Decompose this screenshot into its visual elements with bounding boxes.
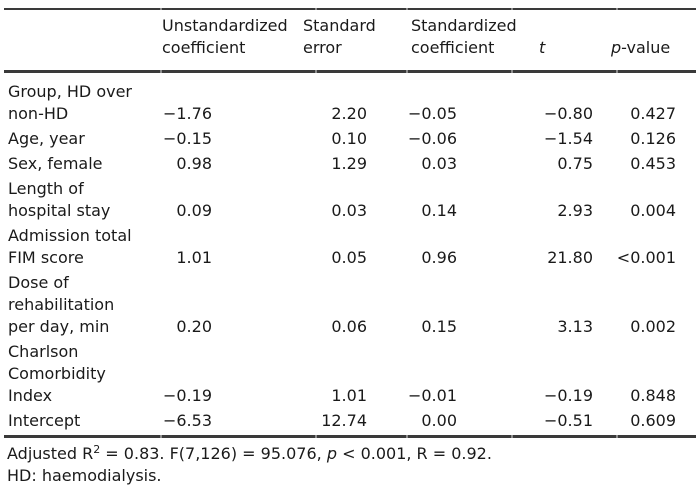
col-header-unstandardized-coefficient: Unstandardized coefficient <box>160 15 288 59</box>
unstandardized-coefficient-value: −1.76 <box>162 104 212 123</box>
header-separator-rule <box>4 70 696 73</box>
standardized-coefficient-value: 0.96 <box>421 248 457 267</box>
row-label: Age, year <box>8 129 85 148</box>
standardized-coefficient-value: −0.06 <box>407 129 457 148</box>
header-line: Standard <box>303 16 376 35</box>
standard-error-value: 12.74 <box>321 411 367 430</box>
table-row: Intercept −6.53 12.74 0.00 −0.51 0.609 <box>4 410 696 432</box>
regression-table: Unstandardized coefficient Standard erro… <box>4 8 696 487</box>
footnote-text: < 0.001, R = 0.92. <box>336 444 492 463</box>
standardized-coefficient-value: −0.05 <box>407 104 457 123</box>
unstandardized-coefficient-value: 0.09 <box>176 201 212 220</box>
table-row: Length of hospital stay 0.09 0.03 0.14 2… <box>4 178 696 222</box>
table-top-rule <box>4 8 696 10</box>
table-row: Admission total FIM score 1.01 0.05 0.96… <box>4 225 696 269</box>
row-label: Charlson Comorbidity Index <box>8 342 106 405</box>
standard-error-value: 0.10 <box>331 129 367 148</box>
header-line: coefficient <box>411 38 495 57</box>
p-value: 0.002 <box>630 317 676 336</box>
standard-error-value: 1.01 <box>331 386 367 405</box>
table-row: Group, HD over non-HD −1.76 2.20 −0.05 −… <box>4 81 696 125</box>
standard-error-value: 0.05 <box>331 248 367 267</box>
footnote-text: = 0.83. F(7,126) = 95.076, <box>100 444 327 463</box>
unstandardized-coefficient-value: 0.20 <box>176 317 212 336</box>
unstandardized-coefficient-value: −6.53 <box>162 411 212 430</box>
table-bottom-rule <box>4 435 696 438</box>
table-row: Charlson Comorbidity Index −0.19 1.01 −0… <box>4 341 696 407</box>
table-header-row: Unstandardized coefficient Standard erro… <box>4 10 696 70</box>
row-label: Sex, female <box>8 154 103 173</box>
t-value: 0.75 <box>557 154 593 173</box>
p-value: 0.453 <box>630 154 676 173</box>
p-rest: -value <box>621 38 671 57</box>
standardized-coefficient-value: 0.00 <box>421 411 457 430</box>
footnote-text: Adjusted R <box>7 444 94 463</box>
row-label: Intercept <box>8 411 81 430</box>
t-value: −0.80 <box>543 104 593 123</box>
standard-error-value: 0.03 <box>331 201 367 220</box>
t-value: 21.80 <box>547 248 593 267</box>
header-line: Standardized <box>411 16 517 35</box>
regression-table-page: Unstandardized coefficient Standard erro… <box>0 8 700 501</box>
p-value: 0.609 <box>630 411 676 430</box>
p-value: 0.427 <box>630 104 676 123</box>
p-value: 0.126 <box>630 129 676 148</box>
unstandardized-coefficient-value: −0.19 <box>162 386 212 405</box>
standardized-coefficient-value: −0.01 <box>407 386 457 405</box>
footnote-abbreviation: HD: haemodialysis. <box>7 466 162 485</box>
header-line: Unstandardized <box>162 16 288 35</box>
table-row: Sex, female 0.98 1.29 0.03 0.75 0.453 <box>4 153 696 175</box>
col-header-p-value: p-value <box>593 37 676 59</box>
row-label: Admission total FIM score <box>8 226 132 267</box>
t-value: 3.13 <box>557 317 593 336</box>
p-value: <0.001 <box>616 248 676 267</box>
p-value: 0.848 <box>630 386 676 405</box>
p-value: 0.004 <box>630 201 676 220</box>
unstandardized-coefficient-value: −0.15 <box>162 129 212 148</box>
footnote-p-italic: p <box>326 444 337 463</box>
superscript-2: 2 <box>93 443 101 456</box>
standard-error-value: 0.06 <box>331 317 367 336</box>
row-label: Dose of rehabilitation per day, min <box>8 273 115 336</box>
p-italic: p <box>611 38 622 57</box>
t-value: 2.93 <box>557 201 593 220</box>
header-line: error <box>303 38 342 57</box>
standard-error-value: 1.29 <box>331 154 367 173</box>
footnote-model-stats: Adjusted R2 = 0.83. F(7,126) = 95.076, p… <box>7 443 696 465</box>
row-label: Group, HD over non-HD <box>8 82 132 123</box>
table-body: Group, HD over non-HD −1.76 2.20 −0.05 −… <box>4 81 696 432</box>
unstandardized-coefficient-value: 1.01 <box>176 248 212 267</box>
unstandardized-coefficient-value: 0.98 <box>176 154 212 173</box>
t-value: −0.51 <box>543 411 593 430</box>
col-header-standardized-coefficient: Standardized coefficient <box>367 15 517 59</box>
table-row: Age, year −0.15 0.10 −0.06 −1.54 0.126 <box>4 128 696 150</box>
standardized-coefficient-value: 0.03 <box>421 154 457 173</box>
header-line: coefficient <box>162 38 246 57</box>
col-header-standard-error: Standard error <box>212 15 376 59</box>
t-value: −0.19 <box>543 386 593 405</box>
col-header-t: t <box>539 38 546 57</box>
standardized-coefficient-value: 0.14 <box>421 201 457 220</box>
table-footnotes: Adjusted R2 = 0.83. F(7,126) = 95.076, p… <box>4 443 696 487</box>
standard-error-value: 2.20 <box>331 104 367 123</box>
standardized-coefficient-value: 0.15 <box>421 317 457 336</box>
table-row: Dose of rehabilitation per day, min 0.20… <box>4 272 696 338</box>
t-value: −1.54 <box>543 129 593 148</box>
row-label: Length of hospital stay <box>8 179 111 220</box>
